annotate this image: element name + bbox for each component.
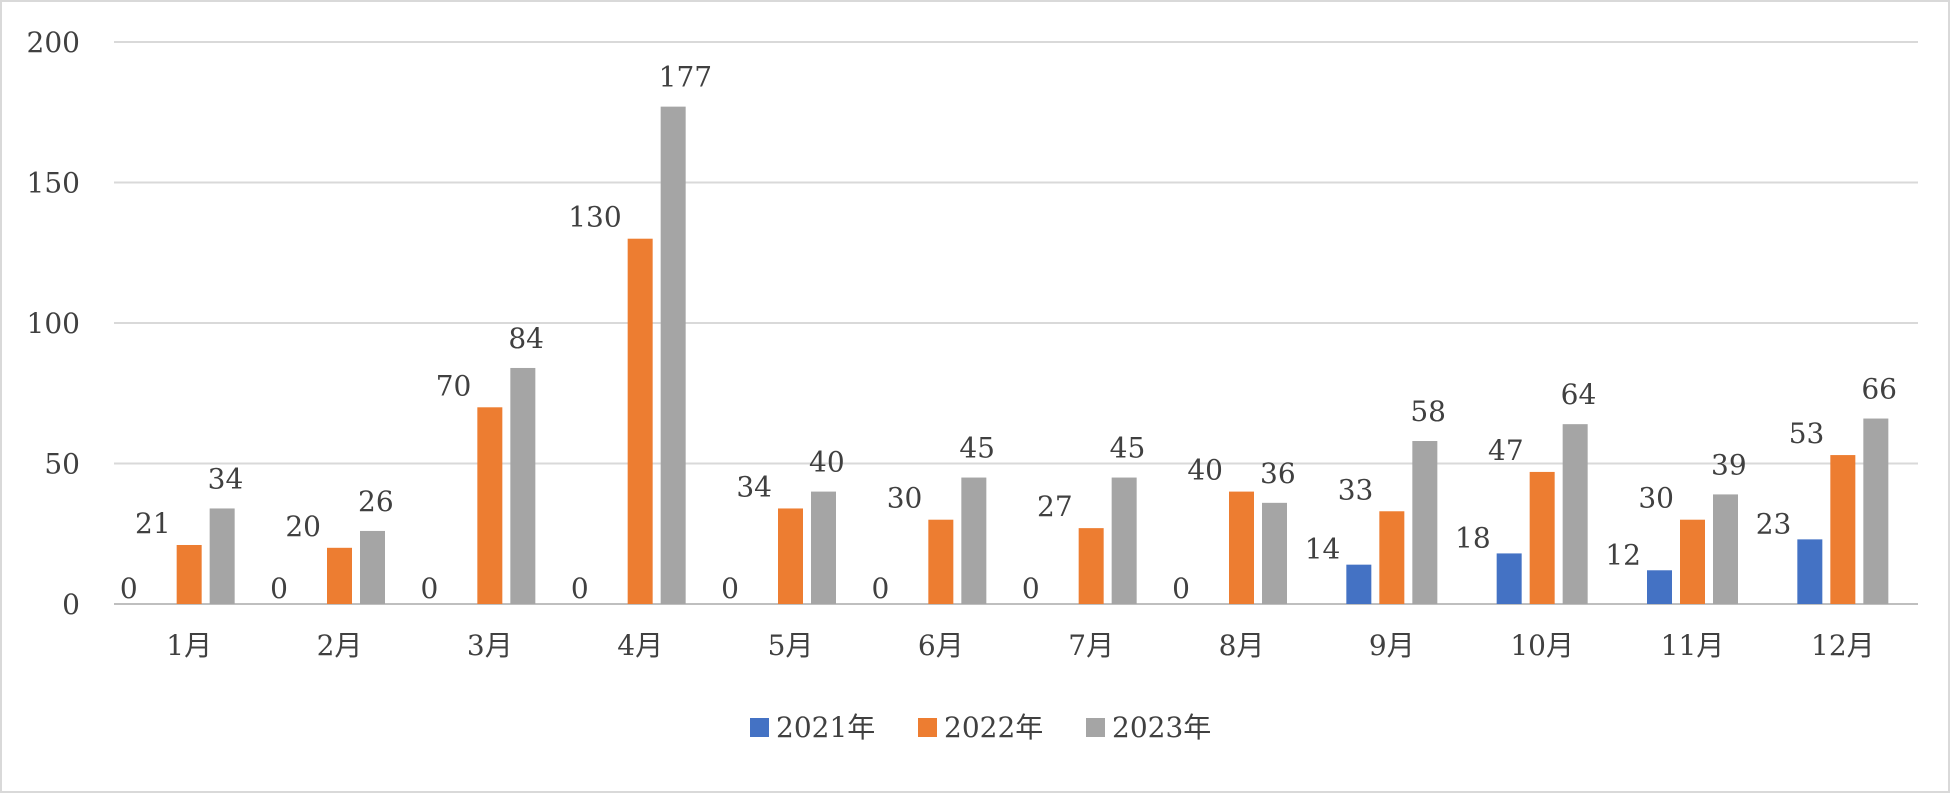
data-label: 177	[659, 61, 712, 94]
gridlines	[114, 41, 1918, 605]
data-label: 33	[1338, 473, 1374, 506]
data-label: 30	[1638, 482, 1674, 515]
bars	[176, 106, 1889, 604]
data-label: 45	[1110, 432, 1146, 465]
data-label: 40	[809, 446, 845, 479]
data-label: 0	[120, 572, 138, 605]
bar-2023年-9月	[1412, 441, 1438, 604]
bar-2023年-7月	[1111, 477, 1137, 604]
x-tick-label: 9月	[1369, 629, 1415, 662]
x-tick-label: 11月	[1661, 629, 1725, 662]
bar-2022年-7月	[1078, 528, 1104, 604]
legend-swatch	[750, 718, 769, 737]
y-tick-label: 200	[27, 26, 80, 59]
x-tick-label: 4月	[617, 629, 663, 662]
bar-2022年-5月	[778, 508, 803, 604]
bar-2023年-11月	[1713, 494, 1738, 604]
data-label: 20	[285, 510, 321, 543]
data-label: 0	[270, 572, 288, 605]
data-label: 130	[568, 201, 621, 234]
legend: 2021年 2022年 2023年	[750, 711, 1211, 744]
y-tick-label: 0	[62, 588, 80, 621]
bar-2023年-3月	[510, 367, 536, 604]
data-label: 0	[1022, 572, 1040, 605]
legend-swatch	[1086, 718, 1105, 737]
x-tick-label: 2月	[317, 629, 363, 662]
x-tick-label: 7月	[1068, 629, 1114, 662]
x-tick-label: 6月	[918, 629, 964, 662]
y-tick-label: 100	[27, 307, 80, 340]
data-label: 14	[1305, 533, 1341, 566]
data-label: 12	[1605, 538, 1641, 571]
data-label: 0	[1172, 572, 1190, 605]
bar-2022年-9月	[1379, 511, 1405, 604]
bar-2023年-1月	[209, 508, 235, 604]
data-label: 39	[1711, 448, 1747, 481]
bar-2022年-1月	[176, 544, 202, 604]
legend-label: 2022年	[944, 711, 1043, 744]
data-label: 70	[436, 369, 472, 402]
data-label: 21	[135, 507, 171, 540]
bar-2023年-12月	[1863, 418, 1889, 604]
x-tick-label: 8月	[1219, 629, 1265, 662]
data-label: 0	[421, 572, 439, 605]
bar-2022年-11月	[1680, 519, 1705, 604]
bar-2021年-10月	[1496, 553, 1522, 604]
legend-label: 2023年	[1112, 711, 1211, 744]
data-label: 66	[1861, 373, 1897, 406]
legend-swatch	[918, 718, 937, 737]
data-label: 45	[959, 432, 995, 465]
bar-2021年-9月	[1346, 564, 1372, 604]
bar-2022年-4月	[627, 238, 653, 604]
bar-2021年-12月	[1797, 539, 1823, 604]
x-tick-label: 12月	[1811, 629, 1875, 662]
data-label: 23	[1756, 507, 1792, 540]
data-label: 34	[736, 470, 772, 503]
y-tick-label: 50	[44, 448, 80, 481]
x-axis-ticks: 1月 2月 3月 4月 5月 6月 7月 8月 9月 10月 11月 12月	[166, 629, 1874, 662]
data-labels: 0 21 34 0 20 26 0 70 84 0 130 177 0 34 40 0 30 45 0 27 45 0 40…	[120, 61, 1897, 605]
bar-2022年-2月	[327, 547, 352, 604]
bar-2022年-8月	[1229, 491, 1254, 604]
x-tick-label: 1月	[166, 629, 212, 662]
data-label: 0	[872, 572, 890, 605]
data-label: 53	[1789, 417, 1825, 450]
data-label: 58	[1410, 395, 1446, 428]
bar-2022年-3月	[477, 407, 503, 604]
bar-2023年-5月	[811, 491, 836, 604]
bar-2023年-4月	[660, 106, 686, 604]
bar-2022年-10月	[1529, 471, 1555, 604]
bar-2023年-8月	[1262, 502, 1287, 604]
bar-2023年-10月	[1562, 424, 1588, 604]
bar-2021年-11月	[1647, 570, 1672, 604]
data-label: 40	[1187, 454, 1223, 487]
data-label: 64	[1561, 378, 1597, 411]
bar-2023年-6月	[961, 477, 987, 604]
data-label: 30	[887, 482, 923, 515]
data-label: 84	[508, 322, 544, 355]
legend-label: 2021年	[776, 711, 875, 744]
y-tick-label: 150	[27, 167, 80, 200]
x-tick-label: 3月	[467, 629, 513, 662]
data-label: 34	[208, 462, 244, 495]
data-label: 0	[571, 572, 589, 605]
data-label: 18	[1455, 521, 1491, 554]
data-label: 47	[1488, 434, 1524, 467]
data-label: 26	[358, 485, 394, 518]
data-label: 0	[721, 572, 739, 605]
data-label: 36	[1260, 457, 1296, 490]
bar-2022年-12月	[1830, 455, 1856, 604]
bar-2022年-6月	[928, 519, 954, 604]
x-tick-label: 5月	[768, 629, 814, 662]
bar-2023年-2月	[360, 530, 385, 604]
data-label: 27	[1037, 490, 1073, 523]
y-axis-ticks: 0 50 100 150 200	[27, 26, 80, 621]
x-tick-label: 10月	[1510, 629, 1574, 662]
